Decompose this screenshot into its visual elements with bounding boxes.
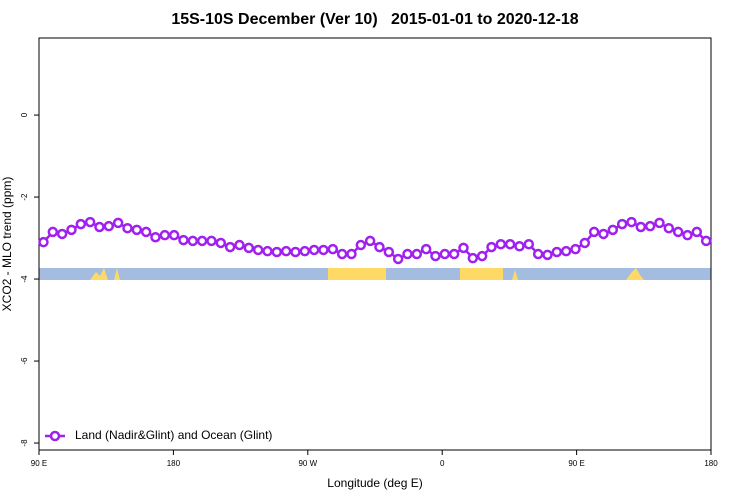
data-point	[607, 224, 619, 236]
y-tick-label: -8	[20, 439, 29, 447]
data-point	[206, 235, 217, 247]
data-point	[532, 248, 544, 260]
data-point	[159, 229, 171, 241]
data-point	[299, 245, 311, 257]
data-point	[616, 218, 628, 230]
data-point	[663, 222, 675, 234]
legend-label: Land (Nadir&Glint) and Ocean (Glint)	[75, 428, 272, 442]
data-point	[84, 216, 96, 228]
legend-marker	[49, 430, 61, 442]
land-spike	[626, 268, 644, 280]
data-point	[94, 221, 105, 233]
data-point	[122, 222, 133, 234]
data-point	[187, 235, 199, 247]
data-point	[542, 249, 553, 261]
y-tick-label: -4	[20, 275, 29, 283]
data-point	[458, 242, 469, 254]
land-spike	[90, 268, 108, 280]
data-point	[243, 242, 255, 254]
data-point	[252, 244, 264, 256]
data-point	[654, 217, 665, 229]
data-point	[672, 226, 684, 238]
data-point	[318, 244, 329, 256]
data-point	[66, 224, 77, 236]
data-point	[224, 241, 236, 253]
data-point	[644, 220, 656, 232]
y-axis-label: XCO2 - MLO trend (ppm)	[0, 177, 14, 312]
data-point	[215, 237, 227, 249]
data-point	[486, 241, 497, 253]
data-point	[635, 221, 647, 233]
data-point	[327, 243, 339, 255]
data-point	[467, 252, 479, 264]
data-point	[75, 218, 87, 230]
x-tick-label: 180	[167, 459, 181, 468]
data-point	[430, 250, 441, 262]
x-axis-label: Longitude (deg E)	[327, 476, 422, 490]
data-point	[196, 235, 208, 247]
data-point	[280, 245, 292, 257]
data-point	[271, 246, 283, 258]
data-point	[103, 220, 115, 232]
x-tick-label: 0	[440, 459, 445, 468]
data-point	[150, 231, 161, 243]
data-point	[514, 241, 525, 252]
x-tick-label: 90 E	[568, 459, 584, 468]
data-point	[383, 246, 395, 258]
data-point	[374, 241, 385, 253]
data-point	[504, 238, 516, 250]
data-point	[112, 217, 124, 229]
data-point	[579, 237, 591, 249]
data-point	[560, 245, 572, 257]
data-point	[346, 248, 357, 260]
data-point	[598, 228, 609, 240]
land-segment	[328, 268, 386, 280]
data-point	[448, 248, 460, 260]
data-point	[523, 238, 535, 250]
data-point	[700, 235, 712, 247]
data-point	[140, 226, 152, 238]
data-point	[38, 236, 49, 248]
land-segment	[460, 268, 503, 280]
chart-title: 15S-10S December (Ver 10) 2015-01-01 to …	[171, 11, 578, 28]
data-point	[168, 229, 180, 241]
data-point	[691, 226, 703, 238]
x-tick-label: 90 E	[31, 459, 47, 468]
data-point	[56, 228, 68, 240]
data-point	[588, 226, 600, 238]
data-point	[626, 216, 637, 228]
data-point	[131, 224, 143, 236]
data-point	[262, 245, 273, 257]
land-ocean-band	[39, 268, 711, 280]
data-point	[420, 243, 432, 255]
y-tick-label: -2	[20, 193, 29, 201]
data-point	[290, 246, 301, 258]
data-point	[336, 248, 348, 260]
data-point	[402, 248, 413, 260]
data-point	[178, 234, 189, 246]
data-point	[308, 244, 320, 256]
data-point	[355, 239, 367, 251]
x-tick-label: 180	[704, 459, 718, 468]
data-point	[47, 226, 59, 238]
data-point	[551, 246, 563, 258]
land-spike	[114, 268, 120, 280]
data-point	[411, 248, 423, 260]
y-tick-label: -6	[20, 357, 29, 365]
y-tick-label: 0	[20, 112, 29, 117]
data-point	[234, 239, 245, 251]
data-point	[682, 229, 693, 241]
data-point	[392, 253, 404, 265]
data-point	[476, 250, 488, 262]
data-point	[364, 235, 376, 247]
data-point	[439, 248, 451, 260]
x-tick-label: 90 W	[298, 459, 317, 468]
data-point	[495, 238, 507, 250]
land-spike	[512, 270, 518, 280]
data-point	[570, 243, 581, 255]
